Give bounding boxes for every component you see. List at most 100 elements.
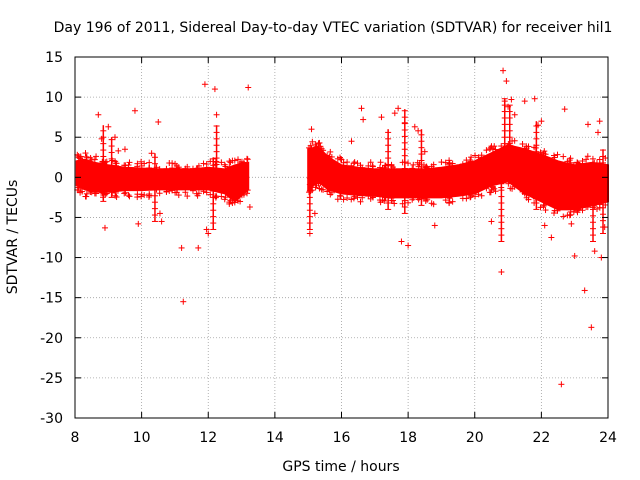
- band-edge-point: [350, 160, 357, 167]
- band-edge-point: [542, 151, 549, 158]
- band-edge-point: [478, 152, 485, 159]
- outlier-point: [101, 224, 108, 231]
- outlier-point: [585, 121, 592, 128]
- band-edge-point: [126, 193, 133, 200]
- band-edge-point: [91, 156, 98, 163]
- band-edge-point: [579, 207, 586, 214]
- band-edge-point: [575, 206, 582, 213]
- band-edge-point: [163, 188, 170, 195]
- band-edge-point: [560, 213, 567, 220]
- band-edge-point: [328, 153, 335, 160]
- y-tick-label: -5: [49, 210, 63, 226]
- band-edge-point: [203, 189, 210, 196]
- band-edge-point: [320, 147, 327, 154]
- y-tick-label: 10: [45, 90, 63, 106]
- spike-cluster: [418, 129, 425, 206]
- band-edge-point: [243, 190, 250, 197]
- outlier-point: [195, 244, 202, 251]
- grid-lines: [75, 57, 608, 418]
- spike-cluster: [600, 149, 607, 234]
- band-edge-point: [146, 159, 153, 166]
- band-edge-point: [409, 196, 416, 203]
- band-edge-point: [583, 156, 590, 163]
- spike-cluster: [210, 157, 217, 230]
- band-edge-point: [410, 161, 417, 168]
- outlier-point: [535, 122, 542, 129]
- band-edge-point: [584, 204, 591, 211]
- outlier-point: [588, 324, 595, 331]
- outlier-point: [115, 147, 122, 154]
- spike-cluster: [108, 137, 115, 198]
- outlier-point: [105, 123, 112, 130]
- outlier-point: [111, 134, 118, 141]
- band-edge-point: [405, 160, 412, 167]
- outlier-point: [405, 242, 412, 249]
- band-edge-point: [169, 160, 176, 167]
- band-edge-point: [320, 186, 327, 193]
- band-edge-point: [428, 163, 435, 170]
- outlier-point: [431, 222, 438, 229]
- band-edge-point: [498, 143, 505, 150]
- band-edge-point: [391, 200, 398, 207]
- spike-cluster: [306, 177, 313, 230]
- band-edge-point: [207, 158, 214, 165]
- band-edge-point: [235, 156, 242, 163]
- outlier-point: [338, 156, 345, 163]
- outlier-point: [311, 210, 318, 217]
- band-edge-point: [405, 199, 412, 206]
- band-edge-point: [156, 190, 163, 197]
- band-edge-point: [218, 193, 225, 200]
- band-edge-point: [348, 196, 355, 203]
- spike-cluster: [506, 104, 513, 170]
- band-edge-point: [507, 185, 514, 192]
- spike-cluster: [213, 125, 220, 178]
- band-edge-point: [391, 166, 398, 173]
- band-edge-point: [112, 192, 119, 199]
- band-edge-point: [237, 160, 244, 167]
- outlier-point: [571, 252, 578, 259]
- band-edge-point: [226, 158, 233, 165]
- y-tick-label: -10: [40, 251, 63, 267]
- band-edge-point: [334, 155, 341, 162]
- outlier-point: [148, 150, 155, 157]
- band-edge-point: [541, 201, 548, 208]
- outlier-point: [201, 81, 208, 88]
- band-edge-point: [146, 164, 153, 171]
- y-tick-label: 15: [45, 50, 63, 66]
- outlier-point: [178, 244, 185, 251]
- band-edge-point: [244, 187, 251, 194]
- outlier-point: [306, 230, 313, 237]
- outlier-point: [391, 110, 398, 117]
- outlier-point: [135, 220, 142, 227]
- band-edge-point: [312, 141, 319, 148]
- outlier-point: [398, 238, 405, 245]
- outlier-point: [205, 230, 212, 237]
- outlier-point: [508, 96, 515, 103]
- band-edge-point: [351, 159, 358, 166]
- y-tick-label: -15: [40, 291, 63, 307]
- band-edge-point: [560, 153, 567, 160]
- outlier-point: [438, 159, 445, 166]
- outlier-point: [308, 126, 315, 133]
- spike-cluster: [533, 121, 540, 210]
- axis-ticks: 8 10 12 14 16 18 20 22 24 -30 -25 -20 -15 -10 -5 0 5 10 15: [40, 50, 617, 446]
- band-edge-point: [579, 157, 586, 164]
- band-edge-point: [564, 158, 571, 165]
- band-edge-point: [459, 161, 466, 168]
- band-edge-point: [596, 201, 603, 208]
- x-tick-label: 12: [199, 430, 217, 446]
- outlier-point: [538, 118, 545, 125]
- band-edge-point: [218, 159, 225, 166]
- outlier-point: [521, 98, 528, 105]
- band-edge-point: [312, 184, 319, 191]
- band-edge-point: [489, 183, 496, 190]
- outlier-point: [503, 78, 510, 85]
- band-edge-point: [367, 159, 374, 166]
- outlier-point: [505, 103, 512, 110]
- outlier-point: [531, 95, 538, 102]
- band-edge-point: [537, 204, 544, 211]
- band-edge-point: [350, 195, 357, 202]
- outlier-point: [596, 118, 603, 125]
- y-tick-label: -20: [40, 331, 63, 347]
